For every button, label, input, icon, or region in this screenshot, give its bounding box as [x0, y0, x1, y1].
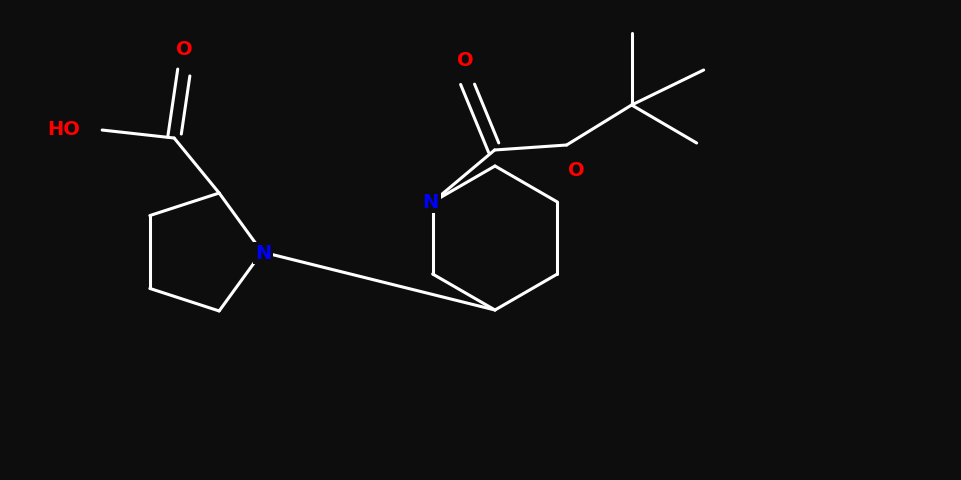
Text: O: O [568, 161, 584, 180]
Text: HO: HO [48, 120, 81, 138]
Text: O: O [456, 51, 474, 71]
Text: N: N [255, 244, 271, 263]
Text: N: N [422, 193, 438, 212]
Text: O: O [176, 39, 192, 59]
